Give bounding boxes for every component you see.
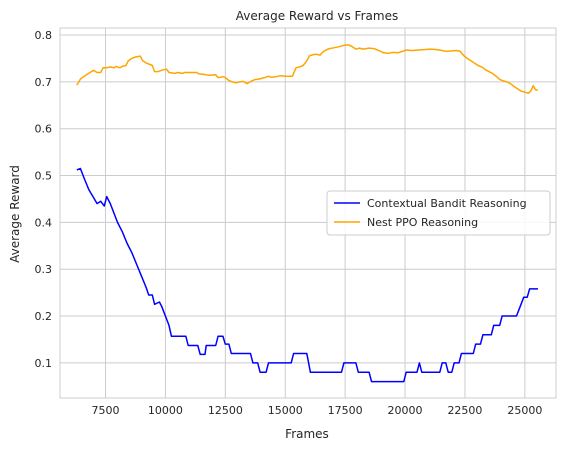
x-tick-label: 25000 <box>507 404 542 417</box>
series-line-contextual-bandit-reasoning <box>76 167 538 383</box>
x-tick-label: 7500 <box>92 404 120 417</box>
tick-labels: 7500 10000 12500 15000 17500 20000 22500 25000 0… <box>35 29 543 417</box>
y-tick-label: 0.4 <box>35 216 53 229</box>
x-tick-label: 12500 <box>208 404 243 417</box>
series-line-nest-ppo-reasoning <box>76 44 539 94</box>
chart-title: Average Reward vs Frames <box>236 9 398 23</box>
y-axis-label: Average Reward <box>8 165 22 263</box>
y-tick-label: 0.5 <box>35 170 53 183</box>
plot-area-frame <box>59 27 557 399</box>
legend-label-contextual-bandit: Contextual Bandit Reasoning <box>367 197 527 210</box>
x-axis-label: Frames <box>285 427 329 441</box>
legend: Contextual Bandit Reasoning Nest PPO Rea… <box>326 190 551 236</box>
y-tick-label: 0.8 <box>35 29 53 42</box>
y-tick-label: 0.7 <box>35 76 53 89</box>
legend-label-nest-ppo: Nest PPO Reasoning <box>367 216 478 229</box>
y-tick-label: 0.1 <box>35 357 53 370</box>
legend-box <box>326 190 551 236</box>
x-tick-label: 17500 <box>328 404 363 417</box>
y-tick-label: 0.6 <box>35 123 53 136</box>
grid <box>60 28 556 398</box>
x-tick-label: 22500 <box>447 404 482 417</box>
x-tick-label: 15000 <box>268 404 303 417</box>
x-tick-label: 10000 <box>148 404 183 417</box>
y-tick-label: 0.3 <box>35 263 53 276</box>
x-tick-label: 20000 <box>388 404 423 417</box>
series-layer <box>76 44 539 383</box>
y-tick-label: 0.2 <box>35 310 53 323</box>
